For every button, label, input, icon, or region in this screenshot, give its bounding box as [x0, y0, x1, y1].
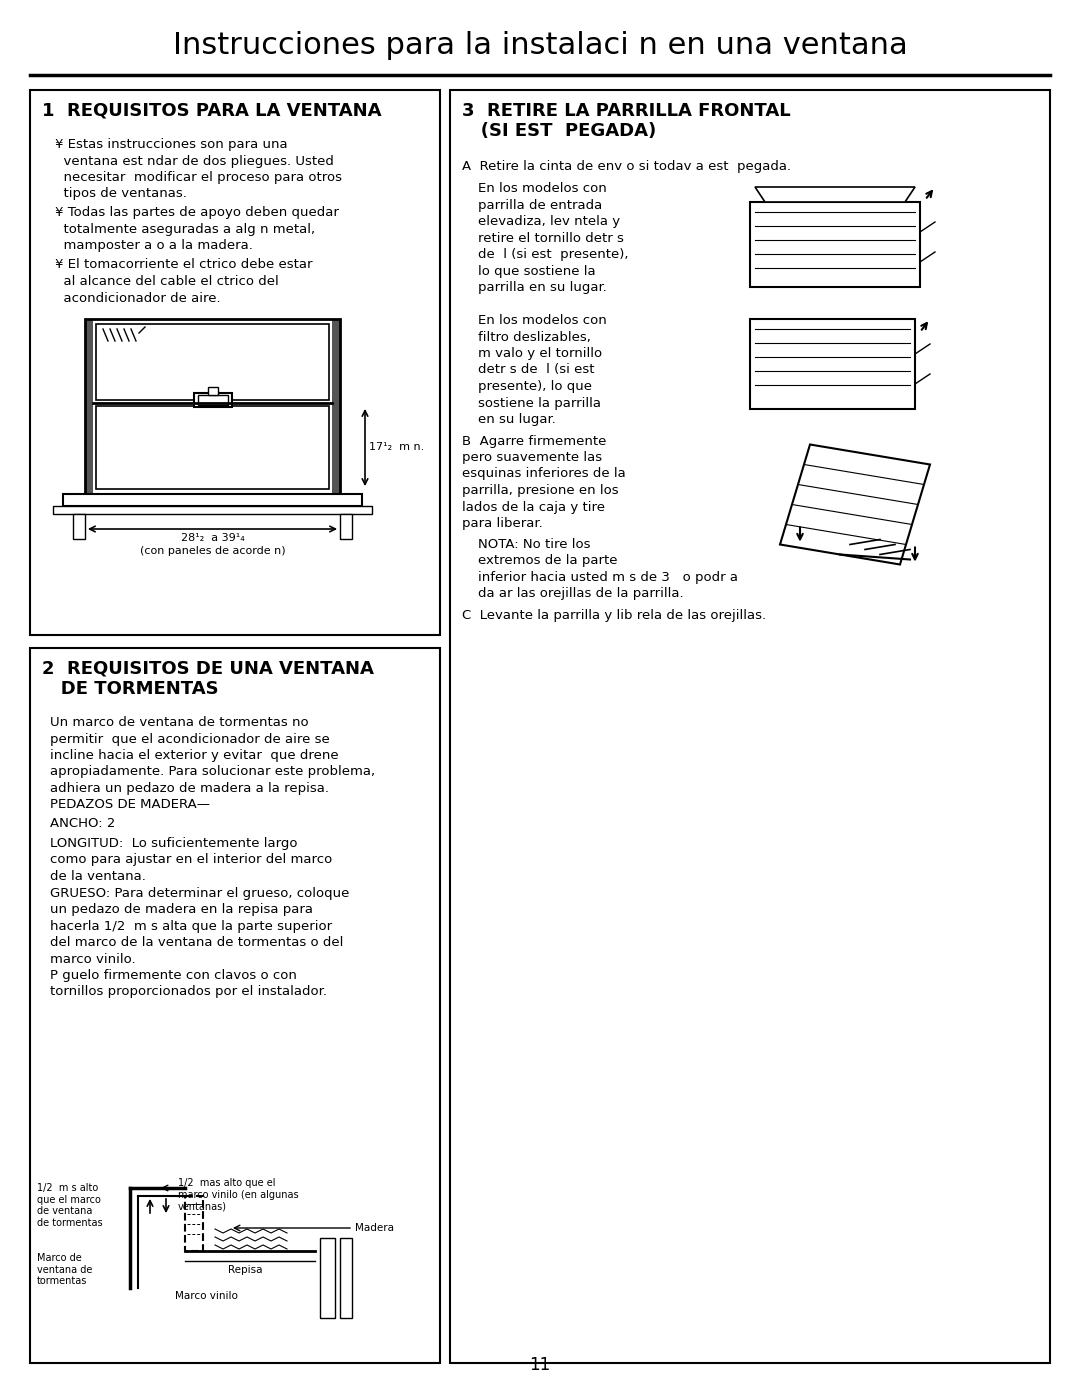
Text: Instrucciones para la instalaci n en una ventana: Instrucciones para la instalaci n en una… [173, 31, 907, 60]
Bar [73, 514, 85, 539]
Bar [750, 319, 915, 409]
Text: Madera: Madera [355, 1222, 394, 1234]
Text: Marco de
ventana de
tormentas: Marco de ventana de tormentas [37, 1253, 93, 1287]
Text: ¥ Todas las partes de apoyo deben quedar
  totalmente aseguradas a alg n metal,
: ¥ Todas las partes de apoyo deben quedar… [55, 205, 339, 251]
Text: 1/2  mas alto que el
marco vinilo (en algunas
ventanas): 1/2 mas alto que el marco vinilo (en alg… [178, 1178, 299, 1211]
Bar [85, 319, 93, 495]
Text: (con paneles de acorde n): (con paneles de acorde n) [139, 546, 285, 556]
Text: 2  REQUISITOS DE UNA VENTANA: 2 REQUISITOS DE UNA VENTANA [42, 659, 374, 678]
Text: Marco vinilo: Marco vinilo [175, 1291, 238, 1301]
Text: DE TORMENTAS: DE TORMENTAS [42, 680, 218, 698]
Text: A  Retire la cinta de env o si todav a est  pegada.: A Retire la cinta de env o si todav a es… [462, 161, 792, 173]
Bar [63, 495, 362, 506]
Text: Repisa: Repisa [228, 1266, 262, 1275]
Bar [332, 319, 340, 495]
Bar [185, 1196, 203, 1250]
Text: 3  RETIRE LA PARRILLA FRONTAL: 3 RETIRE LA PARRILLA FRONTAL [462, 102, 791, 120]
Bar [320, 1238, 335, 1317]
Text: 11: 11 [529, 1356, 551, 1375]
Bar [30, 89, 440, 636]
Bar [340, 514, 352, 539]
Text: Un marco de ventana de tormentas no
permitir  que el acondicionador de aire se
i: Un marco de ventana de tormentas no perm… [50, 717, 375, 795]
Text: ¥ Estas instrucciones son para una
  ventana est ndar de dos pliegues. Usted
  n: ¥ Estas instrucciones son para una venta… [55, 138, 342, 201]
Text: C  Levante la parrilla y lib rela de las orejillas.: C Levante la parrilla y lib rela de las … [462, 609, 766, 623]
Text: GRUESO: Para determinar el grueso, coloque
un pedazo de madera en la repisa para: GRUESO: Para determinar el grueso, coloq… [50, 887, 349, 965]
Text: B  Agarre firmemente
pero suavemente las
esquinas inferiores de la
parrilla, pre: B Agarre firmemente pero suavemente las … [462, 434, 625, 529]
Text: PEDAZOS DE MADERA—: PEDAZOS DE MADERA— [50, 798, 210, 810]
Bar [450, 89, 1050, 1363]
Bar [193, 393, 231, 407]
Bar [198, 395, 228, 405]
Text: ANCHO: 2: ANCHO: 2 [50, 817, 116, 830]
Bar [207, 387, 217, 395]
Text: (SI EST  PEGADA): (SI EST PEGADA) [462, 122, 657, 140]
Text: 17¹₂  m n.: 17¹₂ m n. [369, 443, 424, 453]
Text: P guelo firmemente con clavos o con
tornillos proporcionados por el instalador.: P guelo firmemente con clavos o con torn… [50, 968, 327, 997]
Text: En los modelos con
filtro deslizables,
m valo y el tornillo
detr s de  l (si est: En los modelos con filtro deslizables, m… [478, 314, 607, 426]
Bar [85, 319, 340, 495]
Text: ¥ El tomacorriente el ctrico debe estar
  al alcance del cable el ctrico del
  a: ¥ El tomacorriente el ctrico debe estar … [55, 258, 312, 305]
Text: En los modelos con
parrilla de entrada
elevadiza, lev ntela y
retire el tornillo: En los modelos con parrilla de entrada e… [478, 182, 629, 293]
Polygon shape [755, 187, 915, 203]
Text: 1  REQUISITOS PARA LA VENTANA: 1 REQUISITOS PARA LA VENTANA [42, 102, 381, 120]
Polygon shape [780, 444, 930, 564]
Bar [53, 506, 372, 514]
Bar [96, 324, 329, 400]
Text: 28¹₂  a 39¹₄: 28¹₂ a 39¹₄ [180, 534, 244, 543]
Text: LONGITUD:  Lo suficientemente largo
como para ajustar en el interior del marco
d: LONGITUD: Lo suficientemente largo como … [50, 837, 333, 883]
Bar [750, 203, 920, 286]
Text: 1/2  m s alto
que el marco
de ventana
de tormentas: 1/2 m s alto que el marco de ventana de … [37, 1183, 103, 1228]
Bar [340, 1238, 352, 1317]
Text: NOTA: No tire los
extremos de la parte
inferior hacia usted m s de 3   o podr a
: NOTA: No tire los extremos de la parte i… [478, 538, 738, 599]
Bar [96, 407, 329, 489]
Bar [30, 648, 440, 1363]
